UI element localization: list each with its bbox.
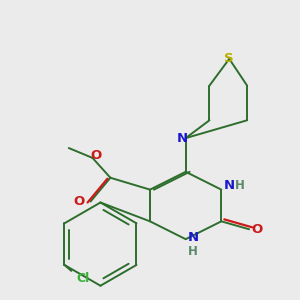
Text: H: H <box>235 179 245 192</box>
Text: H: H <box>188 244 197 258</box>
Text: O: O <box>251 223 262 236</box>
Text: S: S <box>224 52 234 65</box>
Text: O: O <box>90 149 101 162</box>
Text: Cl: Cl <box>76 272 90 285</box>
Text: N: N <box>223 179 234 192</box>
Text: O: O <box>73 195 84 208</box>
Text: N: N <box>188 231 199 244</box>
Text: N: N <box>177 132 188 145</box>
